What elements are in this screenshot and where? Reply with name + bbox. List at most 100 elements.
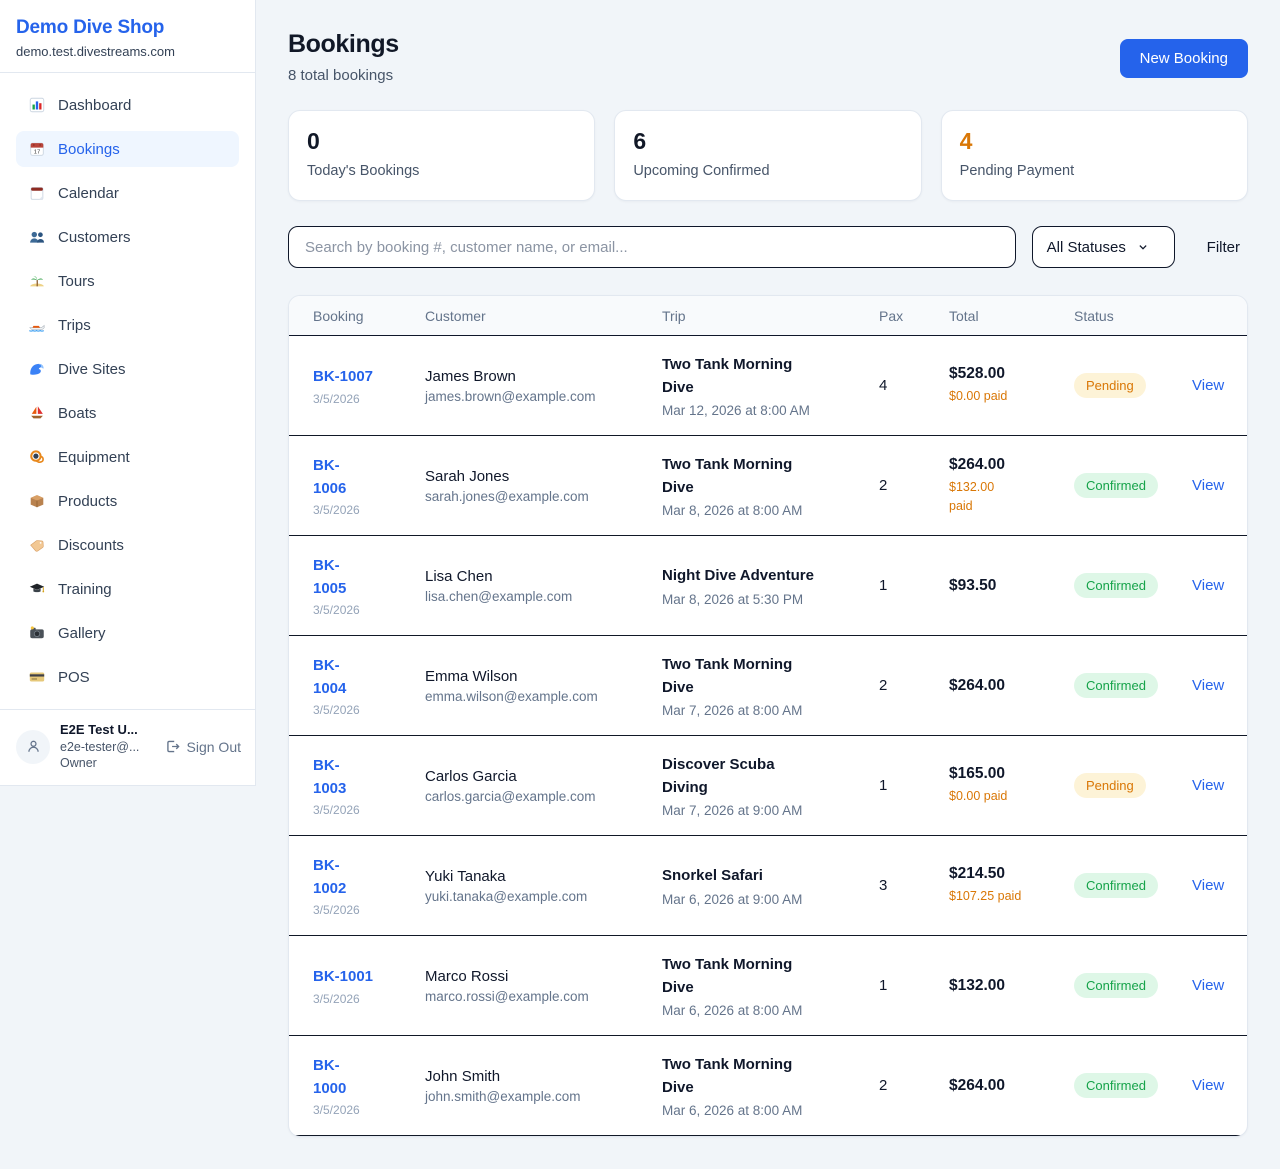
stat-value: 4 [959, 128, 973, 154]
booking-id-link[interactable]: BK- 1006 [313, 456, 347, 497]
pax-cell: 4 [879, 377, 888, 394]
main-content: Bookings 8 total bookings New Booking 0 … [256, 0, 1280, 1169]
nav-icon [28, 272, 46, 290]
actions-cell: View [1192, 477, 1224, 495]
nav-icon [28, 448, 46, 466]
sidebar-item-label: Dive Sites [58, 360, 126, 378]
view-link[interactable]: View [1192, 776, 1225, 794]
sidebar-item-dive-sites[interactable]: Dive Sites [16, 351, 239, 387]
total-amount: $93.50 [949, 576, 997, 594]
customer-name: Marco Rossi [425, 967, 509, 985]
view-link[interactable]: View [1192, 576, 1225, 594]
booking-id-link[interactable]: BK- 1002 [313, 856, 347, 897]
trip-cell: Night Dive Adventure Mar 8, 2026 at 5:30… [662, 564, 879, 606]
trip-cell: Two Tank Morning Dive Mar 6, 2026 at 8:0… [662, 1053, 879, 1119]
stat-value: 0 [307, 128, 320, 154]
brand-domain: demo.test.divestreams.com [16, 44, 175, 59]
search-input[interactable] [288, 226, 1016, 268]
chevron-down-icon [1139, 245, 1147, 250]
view-link[interactable]: View [1192, 876, 1225, 894]
customer-cell: James Brown james.brown@example.com [425, 368, 662, 404]
customer-cell: Emma Wilson emma.wilson@example.com [425, 668, 662, 704]
column-header-customer: Customer [425, 307, 486, 324]
nav-icon [28, 492, 46, 510]
nav-icon [28, 404, 46, 422]
booking-id-link[interactable]: BK- 1005 [313, 556, 347, 597]
status-cell: Pending [1074, 773, 1192, 798]
status-badge: Confirmed [1074, 573, 1158, 598]
booking-id-link[interactable]: BK-1007 [313, 368, 374, 386]
booking-cell: BK- 1003 3/5/2026 [313, 754, 425, 818]
status-badge: Confirmed [1074, 473, 1158, 498]
nav-icon [28, 580, 46, 598]
view-link[interactable]: View [1192, 676, 1225, 694]
customer-name: Lisa Chen [425, 567, 493, 585]
sidebar-item-equipment[interactable]: Equipment [16, 439, 239, 475]
sign-out-button[interactable]: Sign Out [164, 738, 241, 755]
customer-name: Sarah Jones [425, 467, 510, 485]
user-name: E2E Test U... [60, 722, 138, 737]
view-link[interactable]: View [1192, 976, 1225, 994]
sidebar-item-tours[interactable]: Tours [16, 263, 239, 299]
sidebar-item-calendar[interactable]: Calendar [16, 175, 239, 211]
status-cell: Confirmed [1074, 873, 1192, 898]
status-cell: Pending [1074, 373, 1192, 398]
sidebar-item-training[interactable]: Training [16, 571, 239, 607]
booking-id-link[interactable]: BK- 1000 [313, 1056, 347, 1097]
sidebar-item-pos[interactable]: POS [16, 659, 239, 695]
view-link[interactable]: View [1192, 376, 1225, 394]
sidebar-item-discounts[interactable]: Discounts [16, 527, 239, 563]
customer-cell: Sarah Jones sarah.jones@example.com [425, 468, 662, 504]
booking-cell: BK- 1005 3/5/2026 [313, 554, 425, 618]
trip-name: Two Tank Morning Dive [662, 1055, 793, 1096]
pax-cell: 2 [879, 477, 888, 494]
paid-amount: $132.00 paid [949, 480, 995, 513]
sidebar-item-label: Gallery [58, 624, 106, 642]
sidebar-item-dashboard[interactable]: Dashboard [16, 87, 239, 123]
total-amount: $264.00 [949, 456, 1006, 474]
sidebar-item-trips[interactable]: Trips [16, 307, 239, 343]
sidebar-item-boats[interactable]: Boats [16, 395, 239, 431]
sidebar-item-bookings[interactable]: 17 Bookings [16, 131, 239, 167]
brand: Demo Dive Shop demo.test.divestreams.com [0, 0, 255, 73]
booking-cell: BK- 1004 3/5/2026 [313, 654, 425, 718]
filter-button[interactable]: Filter [1206, 238, 1240, 256]
booking-row: BK- 1003 3/5/2026 Carlos Garcia carlos.g… [289, 736, 1247, 836]
sign-out-label: Sign Out [186, 738, 241, 755]
booking-id-link[interactable]: BK- 1004 [313, 656, 347, 697]
stat-card: 6 Upcoming Confirmed [614, 110, 922, 201]
trip-cell: Two Tank Morning Dive Mar 8, 2026 at 8:0… [662, 453, 879, 519]
customer-cell: Carlos Garcia carlos.garcia@example.com [425, 768, 662, 804]
status-filter-select[interactable]: All Statuses [1031, 226, 1175, 268]
view-link[interactable]: View [1192, 476, 1225, 494]
trip-name: Two Tank Morning Dive [662, 355, 793, 396]
booking-date: 3/5/2026 [313, 903, 360, 918]
paid-amount: $107.25 paid [949, 889, 1022, 904]
sidebar-item-label: Bookings [58, 140, 120, 158]
status-badge: Pending [1074, 773, 1146, 798]
sidebar-item-customers[interactable]: Customers [16, 219, 239, 255]
customer-cell: Marco Rossi marco.rossi@example.com [425, 968, 662, 1004]
stat-label: Today's Bookings [307, 163, 420, 179]
person-icon [27, 740, 39, 753]
booking-date: 3/5/2026 [313, 391, 360, 406]
total-cell: $93.50 [949, 577, 1074, 595]
sidebar-item-gallery[interactable]: Gallery [16, 615, 239, 651]
total-amount: $214.50 [949, 865, 1006, 883]
status-badge: Confirmed [1074, 873, 1158, 898]
brand-title: Demo Dive Shop [16, 17, 165, 38]
new-booking-button[interactable]: New Booking [1119, 39, 1248, 78]
actions-cell: View [1192, 677, 1224, 695]
booking-date: 3/5/2026 [313, 803, 360, 818]
booking-id-link[interactable]: BK-1001 [313, 968, 374, 986]
view-link[interactable]: View [1192, 1076, 1225, 1094]
customer-email: marco.rossi@example.com [425, 988, 589, 1004]
nav-icon [28, 316, 46, 334]
nav-icon [28, 228, 46, 246]
customer-email: john.smith@example.com [425, 1088, 581, 1104]
booking-id-link[interactable]: BK- 1003 [313, 756, 347, 797]
booking-row: BK-1001 3/5/2026 Marco Rossi marco.rossi… [289, 936, 1247, 1036]
sidebar-item-products[interactable]: Products [16, 483, 239, 519]
status-badge: Pending [1074, 373, 1146, 398]
booking-row: BK- 1006 3/5/2026 Sarah Jones sarah.jone… [289, 436, 1247, 536]
